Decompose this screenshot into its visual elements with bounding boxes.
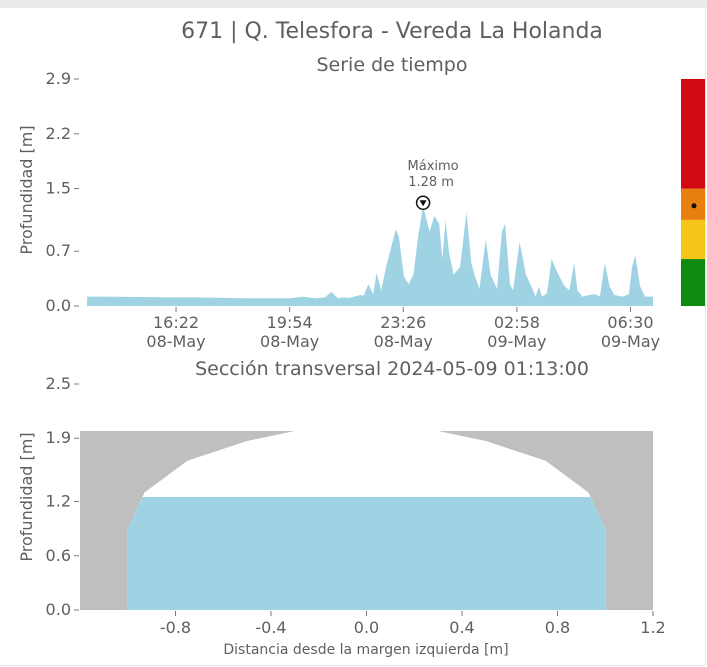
x-tick-time: 06:30 [607,313,653,332]
alert-level-verde [681,259,705,306]
chart-frame [0,8,706,666]
time-series-title: Serie de tiempo [317,54,468,76]
x-tick-label: 1.2 [640,618,665,637]
water-area [127,497,606,610]
max-annotation-value: 1.28 m [408,175,454,190]
time-series-x-axis: 16:2208-May19:5408-May23:2608-May02:5809… [146,307,660,351]
time-series-plot: Serie de tiempo Profundidad [m] 0.0 0.7 1.… [17,54,705,351]
cross-section-x-axis: -0.8 -0.4 0.0 0.4 0.8 1.2 [160,611,666,637]
x-tick-time: 16:22 [153,313,199,332]
time-series-area [87,205,653,306]
x-tick-date: 08-May [260,332,319,351]
x-tick-time: 02:58 [494,313,540,332]
max-annotation-label: Máximo [408,159,459,174]
alert-level-bar [681,79,705,306]
cross-section-plot: Sección transversal 2024-05-09 01:13:00 … [17,358,666,658]
y-tick-label: 1.2 [46,492,71,511]
depth-area-series [87,205,653,306]
x-tick-date: 09-May [601,332,660,351]
x-tick-label: -0.8 [160,618,191,637]
y-tick-label: 1.9 [46,428,71,447]
y-tick-label: 1.5 [46,179,71,198]
y-tick-label: 0.0 [46,600,71,619]
x-tick-date: 09-May [487,332,546,351]
cross-section-shapes [80,431,653,610]
cross-section-y-axis: 0.0 0.6 1.2 1.9 2.5 [46,374,79,619]
current-level-dot [691,203,697,209]
y-tick-label: 2.5 [46,374,71,393]
x-tick-date: 08-May [374,332,433,351]
page-title: 671 | Q. Telesfora - Vereda La Holanda [181,19,603,44]
x-tick-label: -0.4 [255,618,286,637]
cross-section-xlabel: Distancia desde la margen izquierda [m] [223,642,508,658]
max-annotation: Máximo 1.28 m [408,159,459,211]
y-tick-label: 0.6 [46,546,71,565]
x-tick-label: 0.0 [354,618,379,637]
alert-level-rojo [681,79,705,189]
window-top-bar [0,0,707,8]
y-tick-label: 2.9 [46,69,71,88]
x-tick-label: 0.8 [545,618,570,637]
x-tick-time: 19:54 [267,313,313,332]
x-tick-date: 08-May [146,332,205,351]
y-tick-label: 2.2 [46,124,71,143]
alert-level-amarillo [681,219,705,260]
max-marker-triangle [419,200,427,207]
cross-section-title: Sección transversal 2024-05-09 01:13:00 [195,358,589,380]
time-series-y-axis: 0.0 0.7 1.5 2.2 2.9 [46,69,79,315]
y-tick-label: 0.7 [46,241,71,260]
y-tick-label: 0.0 [46,296,71,315]
time-series-ylabel: Profundidad [m] [17,125,36,254]
x-tick-label: 0.4 [449,618,474,637]
x-tick-time: 23:26 [380,313,426,332]
cross-section-ylabel: Profundidad [m] [17,432,36,561]
